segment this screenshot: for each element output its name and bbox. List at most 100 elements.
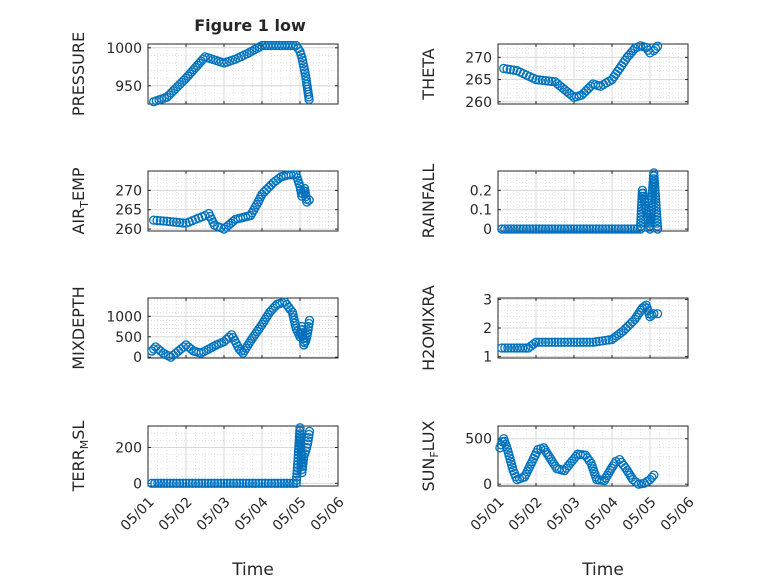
data-point bbox=[303, 321, 314, 332]
data-point bbox=[534, 337, 544, 347]
data-point bbox=[547, 337, 557, 347]
data-point bbox=[297, 464, 307, 474]
data-point bbox=[528, 339, 539, 349]
data-point bbox=[553, 224, 563, 234]
data-point bbox=[652, 309, 663, 319]
data-point bbox=[528, 224, 538, 234]
data-point bbox=[159, 216, 169, 226]
data-point bbox=[650, 188, 660, 199]
data-point bbox=[257, 319, 267, 330]
data-point bbox=[537, 224, 547, 234]
series-markers bbox=[147, 297, 315, 362]
subplot-6: 1 2 3 H2OMIXRA bbox=[419, 285, 689, 371]
data-point bbox=[250, 329, 261, 339]
series-markers bbox=[497, 300, 663, 353]
data-point bbox=[572, 337, 582, 347]
data-point bbox=[635, 221, 646, 231]
data-point bbox=[165, 216, 175, 227]
data-point bbox=[503, 224, 513, 234]
data-point bbox=[291, 478, 301, 488]
data-point bbox=[651, 203, 661, 214]
series-markers bbox=[495, 434, 659, 489]
data-point bbox=[254, 478, 264, 488]
data-point bbox=[500, 224, 510, 234]
data-point bbox=[194, 478, 204, 488]
data-point bbox=[588, 224, 598, 234]
data-point bbox=[239, 346, 250, 356]
data-point bbox=[252, 326, 262, 337]
data-point bbox=[219, 478, 229, 488]
data-point bbox=[521, 224, 532, 234]
data-point bbox=[260, 478, 270, 488]
data-point bbox=[608, 461, 618, 471]
y-tick-label: 2 bbox=[483, 321, 492, 337]
data-point bbox=[651, 197, 661, 208]
data-point bbox=[295, 429, 305, 439]
data-point bbox=[540, 337, 551, 347]
data-point bbox=[631, 312, 641, 322]
data-point bbox=[162, 478, 172, 488]
data-point bbox=[547, 76, 557, 87]
data-point bbox=[575, 337, 585, 347]
data-point bbox=[547, 456, 557, 467]
data-point bbox=[266, 478, 277, 488]
y-axis-label: H2OMIXRA bbox=[419, 285, 438, 371]
y-axis-label: SUNFLUX bbox=[419, 420, 441, 491]
series-markers bbox=[147, 423, 315, 488]
y-tick-label: 1 bbox=[483, 350, 492, 366]
data-point bbox=[288, 40, 299, 51]
axes-box bbox=[147, 297, 339, 359]
data-point bbox=[302, 328, 313, 338]
data-point bbox=[553, 337, 563, 347]
data-point bbox=[634, 307, 645, 318]
y-tick-label: 270 bbox=[115, 183, 142, 199]
data-point bbox=[578, 224, 589, 234]
data-point bbox=[273, 478, 283, 488]
data-point bbox=[650, 191, 661, 202]
data-point bbox=[236, 346, 246, 356]
data-point bbox=[591, 224, 601, 234]
data-point bbox=[651, 43, 661, 54]
data-point bbox=[537, 337, 547, 347]
data-point bbox=[601, 335, 611, 346]
data-point bbox=[649, 177, 660, 187]
series-markers bbox=[497, 168, 663, 234]
data-point bbox=[184, 478, 194, 488]
data-point bbox=[282, 478, 292, 488]
data-point bbox=[604, 224, 614, 234]
data-point bbox=[505, 64, 516, 75]
data-point bbox=[198, 54, 208, 64]
data-point bbox=[216, 478, 226, 488]
y-tick-label: 0 bbox=[133, 350, 142, 366]
data-point bbox=[298, 455, 309, 465]
y-axis-label: TERRMSL bbox=[69, 421, 91, 493]
data-point bbox=[534, 75, 544, 85]
x-axis-label: Time bbox=[581, 560, 624, 580]
data-point bbox=[563, 224, 573, 234]
data-point bbox=[297, 467, 307, 478]
data-point bbox=[630, 314, 640, 325]
data-point bbox=[190, 478, 201, 488]
series-markers bbox=[149, 40, 314, 107]
data-point bbox=[244, 478, 254, 488]
data-point bbox=[149, 215, 159, 225]
data-point bbox=[242, 341, 253, 351]
data-point bbox=[247, 333, 257, 344]
data-point bbox=[270, 478, 280, 488]
data-point bbox=[276, 478, 286, 488]
data-point bbox=[203, 478, 213, 488]
data-point bbox=[584, 455, 594, 466]
data-point bbox=[585, 337, 595, 347]
data-point bbox=[597, 336, 608, 346]
data-point bbox=[178, 218, 188, 228]
y-tick-label: 0 bbox=[483, 477, 492, 493]
data-point bbox=[506, 343, 516, 353]
data-point bbox=[285, 40, 296, 51]
data-point bbox=[186, 344, 196, 354]
y-tick-label: 0 bbox=[133, 476, 142, 492]
data-point bbox=[649, 180, 660, 190]
data-point bbox=[232, 478, 242, 488]
y-axis-label: THETA bbox=[419, 48, 438, 100]
data-point bbox=[245, 336, 256, 346]
data-point bbox=[620, 224, 630, 234]
